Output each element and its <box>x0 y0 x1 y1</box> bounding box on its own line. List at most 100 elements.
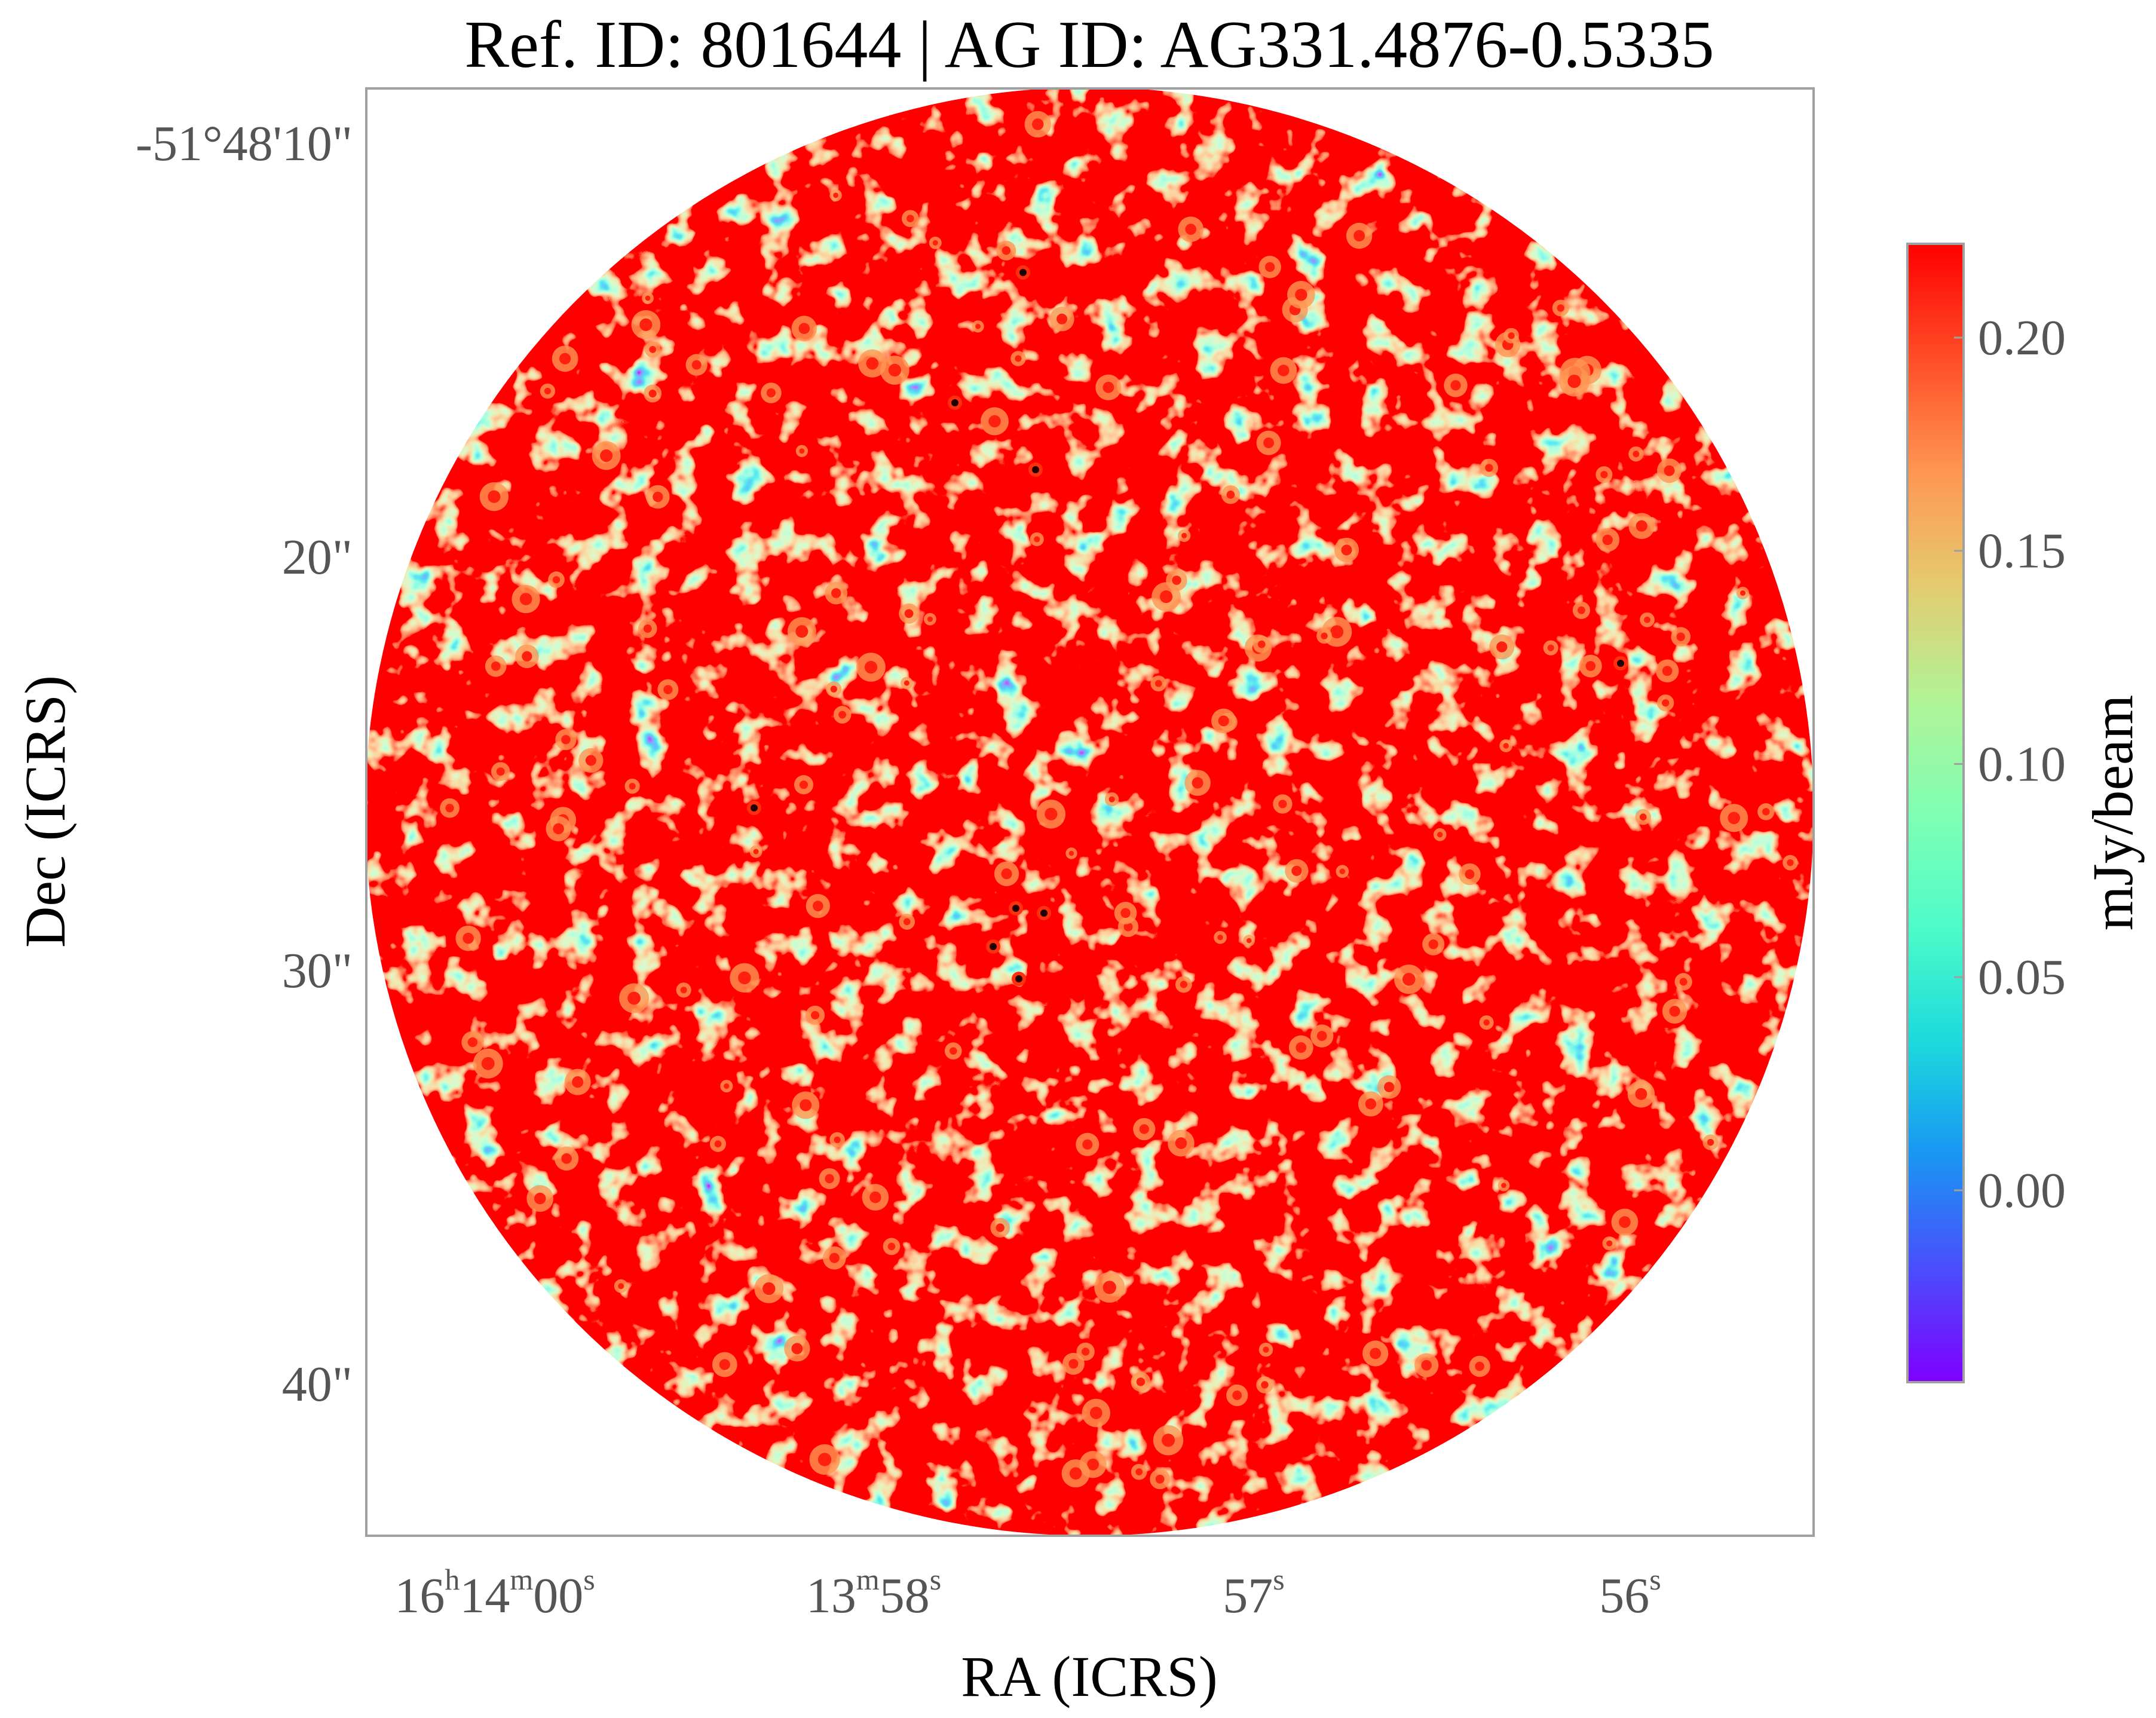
emission-peak-core <box>800 1099 812 1111</box>
emission-peak-core <box>572 1076 584 1088</box>
emission-peak-core <box>1635 1088 1647 1100</box>
emission-peak-core <box>534 1192 546 1205</box>
emission-peak-core <box>1263 1346 1269 1353</box>
emission-peak-core <box>996 1223 1004 1232</box>
emission-peak-core <box>825 1174 834 1184</box>
colorbar-tick-label: 0.10 <box>1978 736 2066 792</box>
emission-peak-core <box>481 1056 495 1070</box>
emission-peak-core <box>830 685 837 693</box>
emission-peak-core <box>1585 661 1596 671</box>
emission-peak-core <box>1728 811 1740 825</box>
emission-peak-core <box>1045 807 1058 820</box>
emission-peak-core <box>653 491 663 503</box>
y-axis: -51°48'10" 20" 30" 40" <box>136 116 353 1412</box>
emission-peak-core <box>1353 230 1365 242</box>
plot-area <box>365 87 1815 1537</box>
emission-peak-core <box>643 624 652 633</box>
emission-peak-core <box>1135 1468 1143 1475</box>
emission-peak-core <box>1264 262 1275 272</box>
emission-peak-core <box>1606 1240 1613 1247</box>
emission-peak-core <box>1261 1381 1269 1389</box>
emission-peak-core <box>866 357 879 370</box>
emission-peak-core <box>1639 813 1647 821</box>
emission-peak-core <box>553 576 561 584</box>
emission-peak-core <box>988 415 1001 428</box>
emission-peak-core <box>1619 1216 1631 1228</box>
emission-peak-core <box>766 388 776 398</box>
emission-peak-core <box>799 448 805 454</box>
emission-peak-core <box>1600 471 1608 479</box>
bright-peaks <box>440 111 1798 1490</box>
emission-peak-core <box>1185 223 1197 235</box>
emission-peak-core <box>1557 304 1564 312</box>
emission-peak-core <box>1192 777 1203 789</box>
emission-peak-core <box>1370 1348 1382 1359</box>
emission-peak-core <box>838 711 847 719</box>
emission-peak-core <box>1661 699 1670 707</box>
emission-peak-core <box>1296 1042 1307 1053</box>
emission-peak-core <box>1159 590 1173 604</box>
emission-peak-core <box>975 323 981 329</box>
emission-peak-core <box>463 932 474 944</box>
colorbar-tick-label: 0.05 <box>1978 950 2066 1005</box>
x-tick-label: 56s <box>1599 1563 1661 1624</box>
chart-title: Ref. ID: 801644 | AG ID: AG331.4876-0.53… <box>464 8 1714 82</box>
colorbar-ticks: 0.20 0.15 0.10 0.05 0.00 <box>1954 310 2066 1218</box>
x-tick-label: 13m58s <box>806 1563 941 1624</box>
emission-peak-core <box>1465 869 1475 879</box>
saturated-peak <box>1028 463 1043 477</box>
emission-peak-core <box>559 353 571 365</box>
emission-peak-core <box>561 1153 572 1164</box>
emission-peak-core <box>1081 1348 1090 1356</box>
emission-peak-core <box>1402 972 1416 986</box>
emission-peak-core <box>629 783 636 790</box>
emission-peak-core <box>1485 464 1493 472</box>
colorbar-label: mJy/beam <box>2081 695 2145 931</box>
emission-peak-core <box>1384 1082 1395 1092</box>
emission-peak-core <box>829 1252 840 1263</box>
emission-peak-core <box>1172 575 1181 585</box>
emission-peak-core <box>811 1010 820 1020</box>
emission-peak-core <box>1162 1434 1175 1447</box>
emission-peak-core <box>561 734 571 745</box>
emission-peak-core <box>1633 451 1640 458</box>
saturated-peak <box>1012 972 1026 986</box>
emission-peak-core <box>663 685 673 694</box>
emission-peak-core <box>519 593 532 605</box>
emission-peak-core <box>1068 1359 1079 1369</box>
emission-peak-core <box>1664 465 1675 476</box>
emission-peak-core <box>1437 831 1443 838</box>
emission-peak-core <box>1089 1407 1102 1419</box>
emission-peak-core <box>903 918 911 926</box>
emission-peak-core <box>1707 1138 1714 1146</box>
saturated-peak <box>747 801 761 815</box>
emission-peak-core <box>1508 332 1515 339</box>
x-tick-label: 57s <box>1223 1563 1284 1624</box>
emission-peak-core <box>1321 632 1328 639</box>
emission-peak-core <box>791 1343 803 1355</box>
emission-peak-core <box>1015 355 1022 362</box>
emission-peak-core <box>831 588 841 598</box>
emission-peak-core <box>522 651 532 662</box>
y-tick-label: -51°48'10" <box>136 116 353 172</box>
y-axis-label: Dec (ICRS) <box>13 675 77 948</box>
emission-peak-core <box>1068 850 1074 856</box>
emission-peak-core <box>1102 1281 1116 1294</box>
emission-peak-core <box>1120 908 1131 918</box>
emission-peak-core <box>1501 1183 1506 1189</box>
emission-peak-core <box>1679 978 1688 986</box>
saturated-peak <box>1037 906 1051 920</box>
emission-peak-core <box>798 323 810 334</box>
emission-peak-core <box>496 767 505 776</box>
emission-peak-core <box>1002 246 1011 255</box>
emission-peak-core <box>600 449 613 463</box>
emission-peak-core <box>1339 868 1346 875</box>
emission-peak-core <box>467 1037 478 1048</box>
emission-peak-core <box>1232 1391 1242 1400</box>
emission-peak-core <box>834 1136 841 1144</box>
emission-peak-core <box>618 1283 624 1290</box>
emission-peak-core <box>1034 536 1040 543</box>
y-tick-label: 20" <box>282 529 353 585</box>
emission-peak-core <box>1475 1361 1484 1371</box>
x-axis: 16h14m00s 13m58s 57s 56s <box>394 1563 1661 1624</box>
